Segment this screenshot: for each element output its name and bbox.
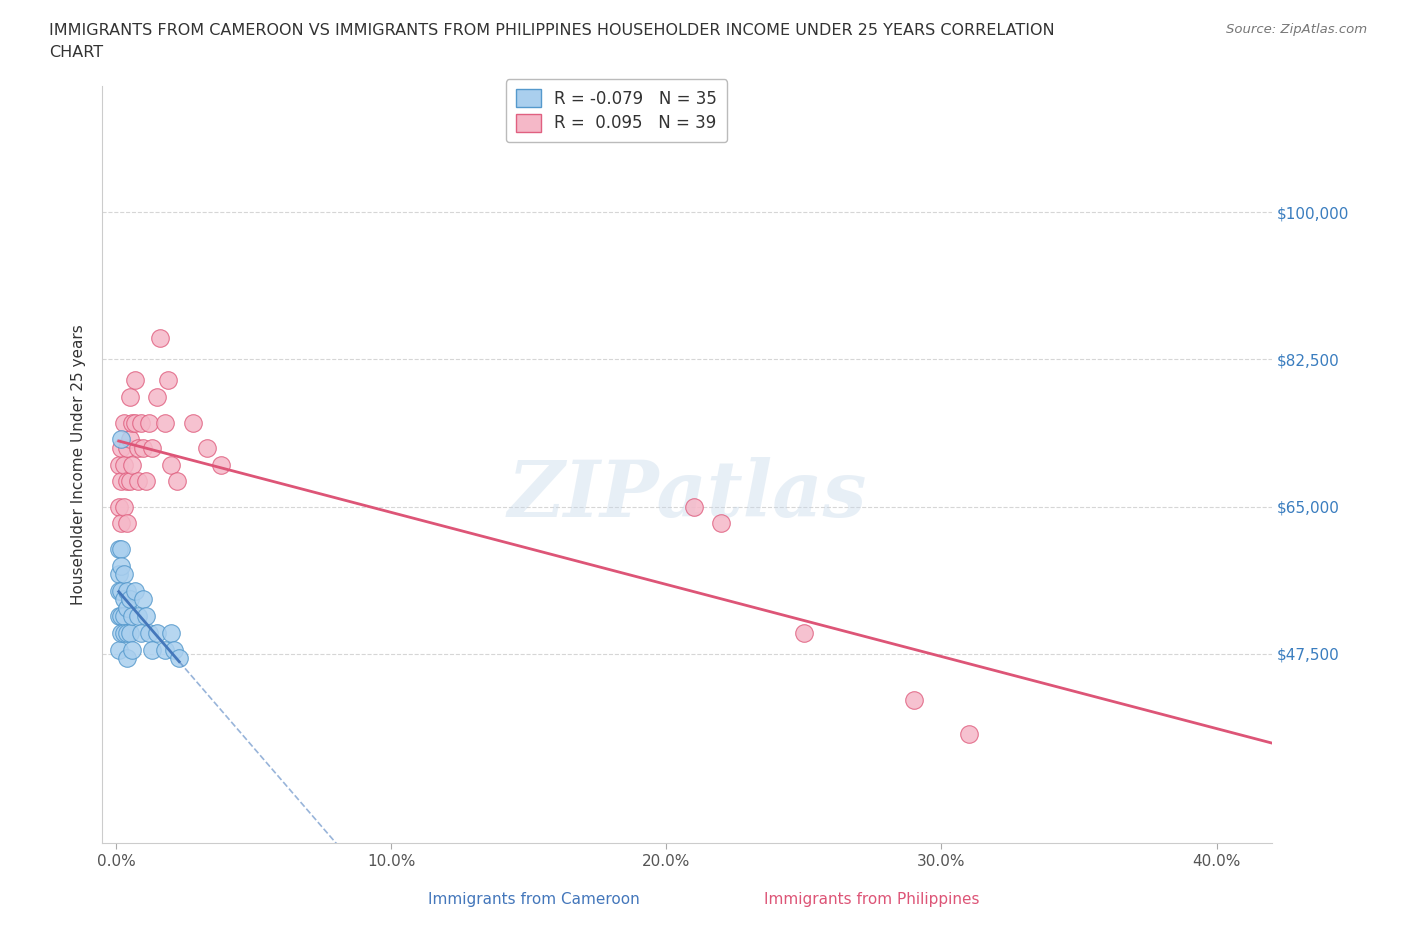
Text: Immigrants from Cameroon: Immigrants from Cameroon [429,892,640,907]
Point [124,583,146,598]
Point [115,600,138,615]
Point [110,432,132,446]
Point [124,373,146,388]
Point [115,651,138,666]
Point [141,440,163,455]
Point [110,558,132,573]
Point [209,458,232,472]
Point [160,458,183,472]
Point [110,440,132,455]
Point [157,373,180,388]
Text: ZIPatlas: ZIPatlas [508,457,866,533]
Point [710,516,733,531]
Point [115,474,138,489]
Point [112,591,135,606]
Point [115,516,138,531]
Point [107,499,129,514]
Point [118,474,141,489]
Text: Immigrants from Philippines: Immigrants from Philippines [763,892,980,907]
Point [146,390,169,405]
Point [107,583,129,598]
Point [118,432,141,446]
Point [121,608,143,623]
Point [127,474,149,489]
Point [110,516,132,531]
Point [115,440,138,455]
Point [107,458,129,472]
Point [135,474,157,489]
Point [149,331,172,346]
Point [112,625,135,640]
Text: Source: ZipAtlas.com: Source: ZipAtlas.com [1226,23,1367,36]
Point [112,608,135,623]
Point [118,625,141,640]
Point [163,643,186,658]
Point [155,643,177,658]
Point [141,643,163,658]
Point [129,625,152,640]
Point [132,440,155,455]
Point [107,643,129,658]
Point [132,591,155,606]
Point [112,415,135,430]
Point [135,608,157,623]
Point [181,415,204,430]
Point [127,440,149,455]
Point [121,643,143,658]
Point [166,474,188,489]
Point [129,415,152,430]
Point [110,541,132,556]
Point [107,566,129,581]
Text: CHART: CHART [49,45,103,60]
Point [118,390,141,405]
Y-axis label: Householder Income Under 25 years: Householder Income Under 25 years [72,325,86,604]
Point [118,591,141,606]
Point [107,541,129,556]
Point [155,415,177,430]
Point [138,625,160,640]
Point [793,625,815,640]
Point [110,625,132,640]
Point [110,583,132,598]
Point [112,566,135,581]
Point [124,415,146,430]
Point [110,474,132,489]
Point [127,608,149,623]
Point [112,499,135,514]
Point [138,415,160,430]
Point [195,440,218,455]
Point [121,415,143,430]
Point [903,693,925,708]
Point [115,583,138,598]
Point [160,625,183,640]
Point [115,625,138,640]
Text: IMMIGRANTS FROM CAMEROON VS IMMIGRANTS FROM PHILIPPINES HOUSEHOLDER INCOME UNDER: IMMIGRANTS FROM CAMEROON VS IMMIGRANTS F… [49,23,1054,38]
Point [121,458,143,472]
Point [957,726,980,741]
Legend: R = -0.079   N = 35, R =  0.095   N = 39: R = -0.079 N = 35, R = 0.095 N = 39 [506,79,727,142]
Point [167,651,190,666]
Point [112,458,135,472]
Point [682,499,704,514]
Point [107,608,129,623]
Point [110,608,132,623]
Point [146,625,169,640]
